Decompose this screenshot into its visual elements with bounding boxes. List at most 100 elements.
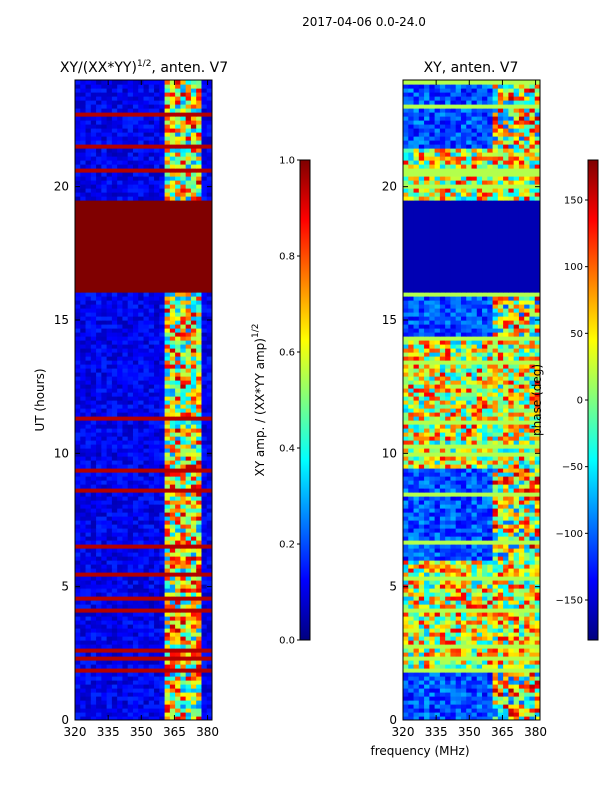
heatmap-cell [169,256,176,261]
heatmap-cell [101,564,108,569]
heatmap-cell [196,204,203,209]
heatmap-cell [148,164,155,169]
heatmap-cell [117,580,124,585]
heatmap-cell [513,684,520,689]
heatmap-cell [90,516,97,521]
heatmap-cell [180,192,187,197]
heatmap-cell [143,592,150,597]
heatmap-cell [201,428,208,433]
heatmap-cell [111,148,118,153]
heatmap-cell [111,140,118,145]
heatmap-cell [471,608,478,613]
heatmap-cell [96,668,102,673]
heatmap-cell [101,300,108,305]
heatmap-cell [143,136,150,141]
heatmap-cell [101,356,108,361]
heatmap-cell [466,608,473,613]
heatmap-cell [96,112,102,117]
heatmap-cell [201,688,208,693]
heatmap-cell [117,648,124,653]
heatmap-cell [169,668,176,673]
heatmap-cell [117,88,124,93]
heatmap-cell [96,244,102,249]
heatmap-cell [154,596,160,601]
heatmap-cell [154,152,160,157]
heatmap-cell [127,240,134,245]
heatmap-cell [450,652,457,657]
heatmap-cell [180,544,187,549]
heatmap-cell [96,344,102,349]
heatmap-cell [90,336,97,341]
heatmap-cell [403,636,409,641]
heatmap-cell [185,688,192,693]
heatmap-cell [201,132,208,137]
heatmap-cell [96,372,102,377]
heatmap-cell [122,480,129,485]
heatmap-cell [138,140,145,145]
heatmap-cell [185,456,192,461]
heatmap-cell [101,664,108,669]
heatmap-cell [111,540,118,545]
heatmap-cell [85,268,92,273]
heatmap-cell [148,312,155,317]
heatmap-cell [175,604,181,609]
heatmap-cell [169,520,176,525]
heatmap-cell [206,308,212,313]
heatmap-cell [180,244,187,249]
heatmap-cell [455,668,462,673]
heatmap-cell [190,288,197,293]
heatmap-cell [196,80,203,85]
heatmap-cell [148,308,155,313]
heatmap-cell [408,648,415,653]
heatmap-cell [185,216,192,221]
heatmap-cell [90,240,97,245]
heatmap-cell [175,208,181,213]
heatmap-cell [111,500,118,505]
heatmap-cell [154,592,160,597]
heatmap-cell [180,416,187,421]
heatmap-cell [96,472,102,477]
heatmap-cell [127,168,134,173]
heatmap-cell [148,516,155,521]
heatmap-cell [101,456,108,461]
heatmap-cell [122,580,129,585]
heatmap-cell [85,428,92,433]
heatmap-cell [185,328,192,333]
heatmap-cell [429,712,436,717]
heatmap-cell [487,668,494,673]
heatmap-cell [159,184,166,189]
heatmap-cell [508,604,515,609]
heatmap-cell [106,680,113,685]
heatmap-cell [154,412,160,417]
heatmap-cell [75,380,81,385]
heatmap-cell [90,688,97,693]
heatmap-cell [111,112,118,117]
heatmap-cell [445,600,452,605]
heatmap-cell [101,224,108,229]
heatmap-cell [169,380,176,385]
heatmap-cell [513,676,520,681]
heatmap-cell [190,360,197,365]
heatmap-cell [196,376,203,381]
heatmap-cell [148,496,155,501]
heatmap-cell [117,428,124,433]
heatmap-cell [169,364,176,369]
heatmap-cell [524,608,531,613]
heatmap-cell [190,184,197,189]
heatmap-cell [487,660,494,665]
heatmap-cell [90,300,97,305]
heatmap-cell [132,556,139,561]
heatmap-cell [518,684,525,689]
heatmap-cell [132,384,139,389]
heatmap-cell [143,700,150,705]
heatmap-cell [106,168,113,173]
heatmap-cell [445,656,452,661]
heatmap-cell [206,104,212,109]
heatmap-cell [413,648,420,653]
heatmap-cell [106,580,113,585]
heatmap-cell [127,156,134,161]
heatmap-cell [175,704,181,709]
heatmap-cell [117,184,124,189]
heatmap-cell [164,624,171,629]
heatmap-cell [143,288,150,293]
